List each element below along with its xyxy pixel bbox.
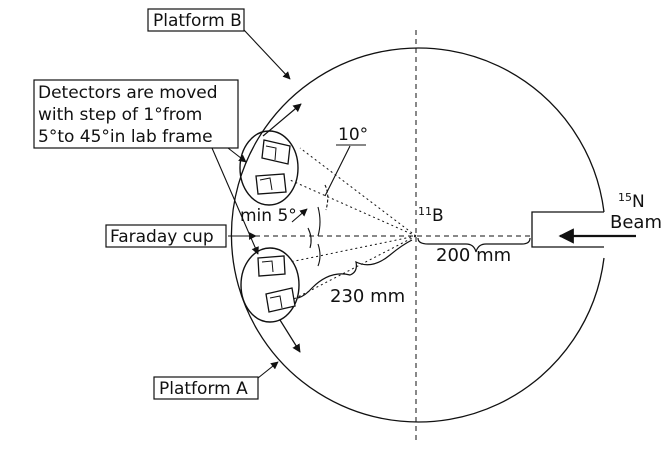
beam-entrance-tube: [531, 211, 604, 248]
svg-text:Platform B: Platform B: [153, 11, 242, 31]
callout-leaders: [211, 29, 291, 379]
target-label: 11B: [418, 205, 444, 226]
angle-arcs: [307, 184, 329, 267]
angle-10-label: 10°: [338, 125, 368, 145]
platform-a-detectors: [240, 247, 301, 353]
angle-min5-label: min 5°: [240, 206, 297, 226]
svg-text:with step of 1°from: with step of 1°from: [38, 105, 202, 125]
distance-230-label: 230 mm: [330, 286, 405, 307]
svg-text:Platform A: Platform A: [159, 379, 248, 399]
brace-230mm: [297, 239, 413, 299]
platform-b-label: Platform B: [147, 8, 245, 32]
rotation-arrow: [279, 319, 301, 353]
scattering-chamber: [230, 47, 605, 423]
platform-a-label: Platform A: [153, 376, 259, 400]
min-5-arrow: [291, 208, 308, 223]
brace-200mm: [417, 237, 531, 253]
distance-200-label: 200 mm: [436, 245, 511, 266]
faraday-cup-label: Faraday cup: [105, 224, 227, 248]
svg-text:5°to 45°in lab frame: 5°to 45°in lab frame: [38, 127, 213, 147]
platform-b-detectors: [239, 103, 302, 206]
angle-10-leader: [324, 145, 351, 197]
detector-sight-lines: [289, 147, 417, 301]
detectors-note: Detectors are moved with step of 1°from …: [33, 79, 239, 149]
svg-text:Detectors are moved: Detectors are moved: [38, 83, 218, 103]
svg-text:Faraday cup: Faraday cup: [110, 227, 214, 247]
beam-isotope-label: 15N: [618, 191, 645, 212]
rotation-arrow: [262, 103, 302, 137]
detector-icon: [257, 255, 286, 277]
beam-word-label: Beam: [610, 212, 662, 233]
